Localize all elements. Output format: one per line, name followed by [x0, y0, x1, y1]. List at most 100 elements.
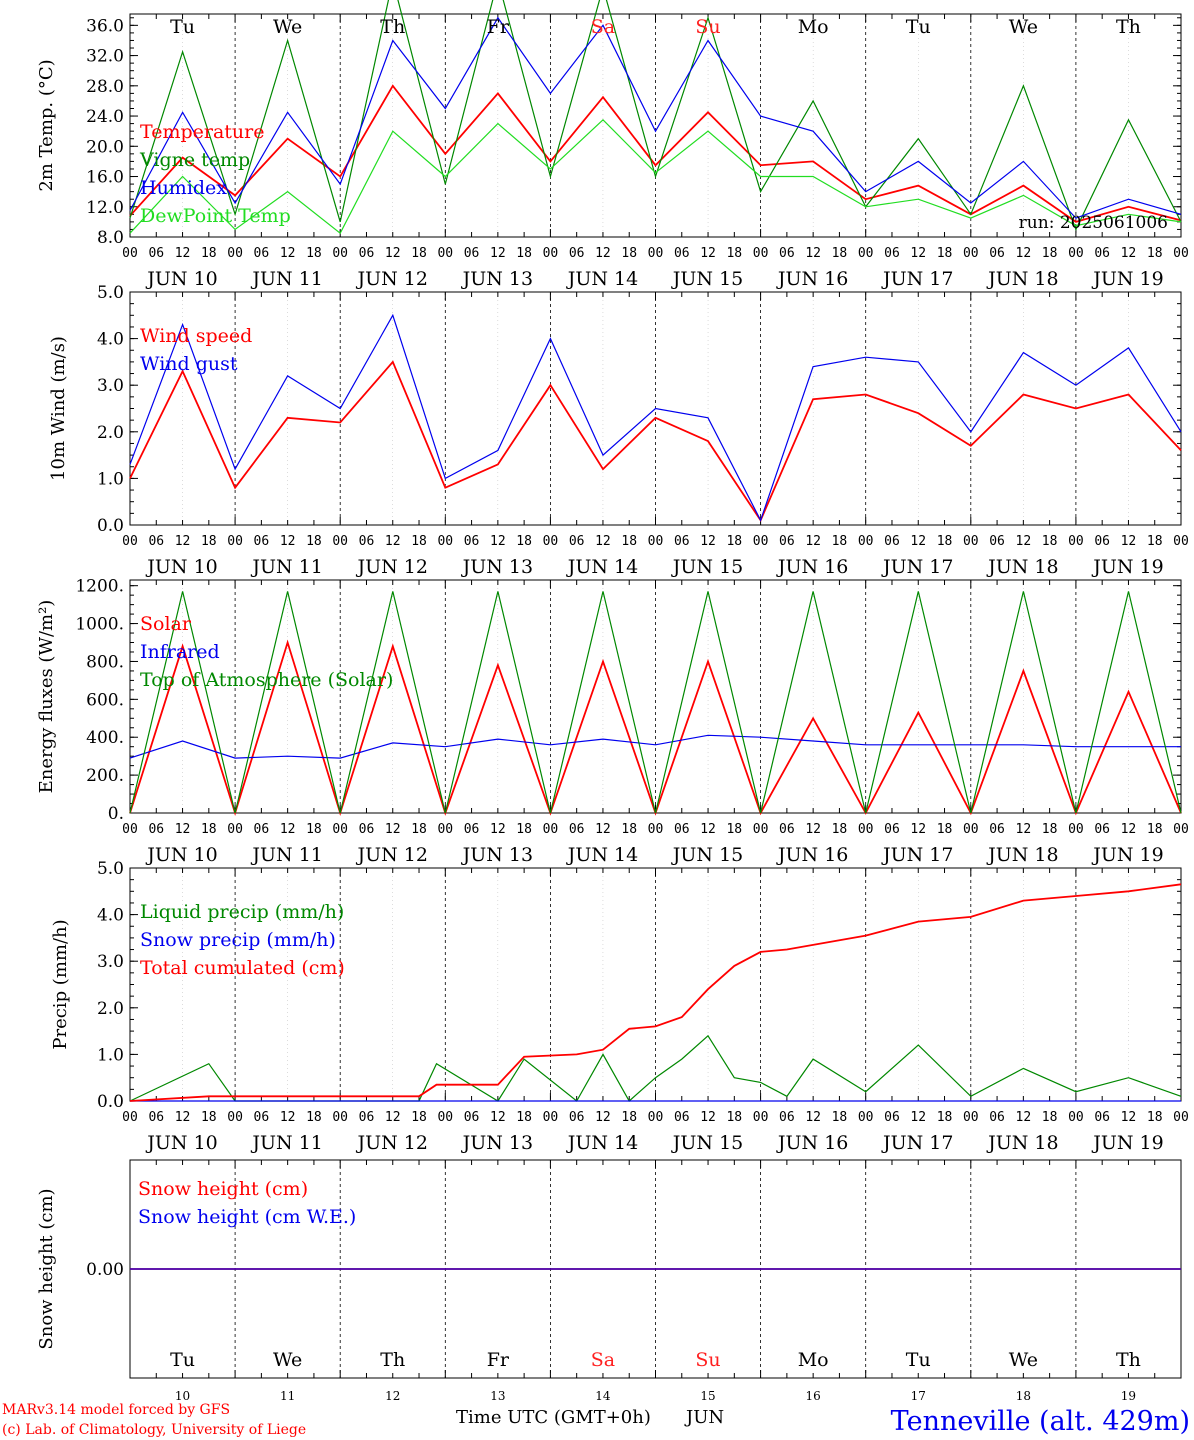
day-name-bottom: Th — [1116, 1349, 1141, 1371]
hour-tick-label: 06 — [884, 1110, 900, 1125]
hour-tick-label: 00 — [963, 534, 979, 549]
hour-tick-label: 06 — [1094, 822, 1110, 837]
date-label: JUN 15 — [671, 844, 743, 866]
hour-tick-label: 12 — [700, 822, 716, 837]
date-label: JUN 19 — [1091, 556, 1163, 578]
hour-tick-label: 00 — [753, 822, 769, 837]
hour-tick-label: 00 — [437, 1110, 453, 1125]
legend-entry: Vigne temp — [139, 149, 250, 171]
hour-tick-label: 00 — [858, 1110, 874, 1125]
hour-tick-label: 00 — [753, 534, 769, 549]
hour-tick-label: 12 — [805, 246, 821, 261]
hour-tick-label: 06 — [674, 534, 690, 549]
y-tick-label: 3.0 — [97, 376, 124, 396]
date-label: JUN 18 — [986, 844, 1058, 866]
hour-tick-label: 06 — [989, 1110, 1005, 1125]
legend-entry: Infrared — [140, 641, 220, 663]
series-line-1 — [129, 0, 1182, 231]
hour-tick-label: 12 — [910, 246, 926, 261]
series-line-0 — [129, 360, 1182, 523]
hour-tick-label: 12 — [1121, 822, 1137, 837]
hour-tick-label: 12 — [490, 534, 506, 549]
footer-month: JUN — [684, 1407, 724, 1428]
hour-tick-label: 06 — [569, 534, 585, 549]
day-name-bottom: Sa — [591, 1349, 615, 1371]
hour-tick-label: 18 — [306, 822, 322, 837]
hour-tick-label: 18 — [621, 822, 637, 837]
date-label: JUN 17 — [881, 844, 953, 866]
hour-tick-label: 00 — [227, 246, 243, 261]
hour-tick-label: 00 — [1173, 1110, 1189, 1125]
hour-tick-label: 12 — [1016, 1110, 1032, 1125]
hour-tick-label: 18 — [201, 534, 217, 549]
hour-tick-label: 06 — [464, 246, 480, 261]
hour-tick-label: 00 — [1173, 822, 1189, 837]
legend-entry: Top of Atmosphere (Solar) — [140, 669, 393, 691]
hour-tick-label: 12 — [1016, 822, 1032, 837]
legend-entry: DewPoint Temp — [140, 205, 291, 227]
hour-tick-label: 00 — [858, 534, 874, 549]
hour-tick-label: 06 — [674, 246, 690, 261]
y-axis-label: Precip (mm/h) — [50, 919, 71, 1049]
hour-tick-label: 12 — [280, 534, 296, 549]
hour-tick-label: 06 — [884, 246, 900, 261]
hour-tick-label: 18 — [1147, 246, 1163, 261]
legend-entry: Wind gust — [140, 353, 238, 375]
hour-tick-label: 00 — [1068, 822, 1084, 837]
hour-tick-label: 12 — [175, 1110, 191, 1125]
hour-tick-label: 00 — [1068, 534, 1084, 549]
footer-copyright: (c) Lab. of Climatology, University of L… — [2, 1422, 306, 1438]
hour-tick-label: 06 — [779, 534, 795, 549]
day-name-bottom: Su — [695, 1349, 720, 1371]
hour-tick-label: 00 — [437, 534, 453, 549]
day-name-bottom: We — [1009, 1349, 1038, 1371]
y-tick-label: 2.0 — [97, 999, 124, 1019]
date-label: JUN 13 — [461, 844, 533, 866]
y-tick-label: 200. — [86, 766, 124, 786]
date-label: JUN 17 — [881, 556, 953, 578]
hour-tick-label: 00 — [1068, 246, 1084, 261]
hour-tick-label: 00 — [332, 246, 348, 261]
hour-tick-label: 12 — [280, 1110, 296, 1125]
y-tick-label: 1000. — [75, 615, 124, 635]
y-axis-label: 10m Wind (m/s) — [48, 336, 69, 481]
hour-tick-label: 06 — [464, 1110, 480, 1125]
date-label: JUN 17 — [881, 268, 953, 290]
day-name-bottom: Tu — [170, 1349, 195, 1371]
hour-tick-label: 06 — [569, 246, 585, 261]
legend-entry: Snow height (cm W.E.) — [138, 1206, 356, 1228]
day-number: 10 — [175, 1389, 190, 1403]
y-tick-label: 0.00 — [86, 1260, 124, 1280]
hour-tick-label: 00 — [332, 822, 348, 837]
hour-tick-label: 12 — [910, 822, 926, 837]
date-label: JUN 14 — [566, 556, 638, 578]
hour-tick-label: 06 — [148, 1110, 164, 1125]
hour-tick-label: 00 — [648, 246, 664, 261]
hour-tick-label: 18 — [1042, 534, 1058, 549]
hour-tick-label: 12 — [1121, 246, 1137, 261]
hour-tick-label: 06 — [254, 822, 270, 837]
hour-tick-label: 06 — [989, 822, 1005, 837]
hour-tick-label: 12 — [490, 246, 506, 261]
day-name-top: We — [273, 16, 302, 38]
hour-tick-label: 18 — [516, 1110, 532, 1125]
series-line-0 — [129, 84, 1182, 223]
date-label: JUN 11 — [250, 268, 322, 290]
hour-tick-label: 12 — [1121, 534, 1137, 549]
hour-tick-label: 18 — [832, 246, 848, 261]
hour-tick-label: 00 — [332, 1110, 348, 1125]
y-tick-label: 36.0 — [86, 16, 124, 36]
hour-tick-label: 12 — [385, 822, 401, 837]
day-number: 11 — [280, 1389, 295, 1403]
hour-tick-label: 12 — [805, 1110, 821, 1125]
date-label: JUN 19 — [1091, 1132, 1163, 1154]
footer-location: Tenneville (alt. 429m) — [891, 1406, 1190, 1437]
day-number: 18 — [1016, 1389, 1031, 1403]
date-label: JUN 11 — [250, 844, 322, 866]
hour-tick-label: 12 — [805, 534, 821, 549]
date-label: JUN 10 — [145, 844, 217, 866]
hour-tick-label: 12 — [280, 822, 296, 837]
date-label: JUN 14 — [566, 844, 638, 866]
hour-tick-label: 12 — [595, 534, 611, 549]
hour-tick-label: 18 — [832, 1110, 848, 1125]
